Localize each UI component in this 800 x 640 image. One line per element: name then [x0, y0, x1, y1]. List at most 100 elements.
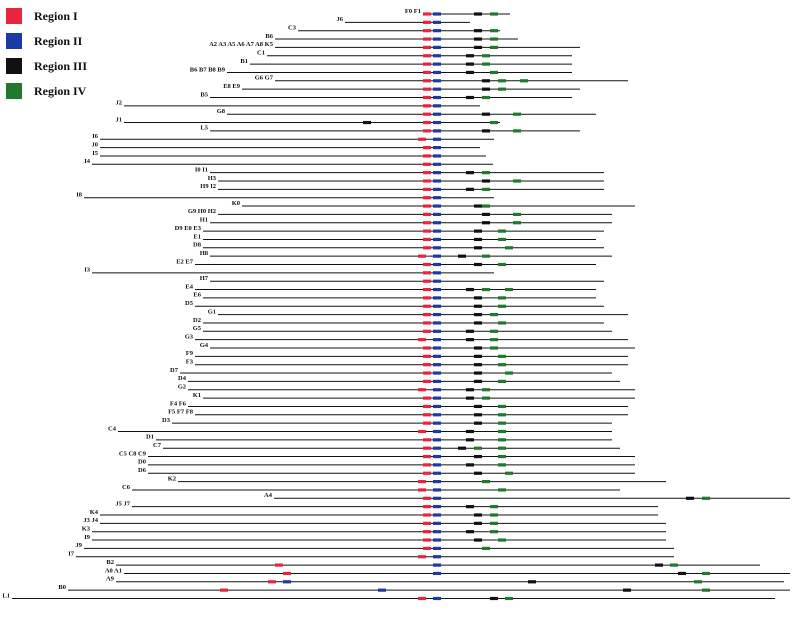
sequence-row: K2: [168, 475, 666, 484]
region-ii-block: [433, 354, 441, 358]
region-ii-block: [433, 262, 441, 267]
sequence-row: J1: [116, 116, 500, 125]
region-ii-block: [433, 530, 441, 534]
region-iii-block: [458, 254, 466, 258]
sequence-row: G9 H0 H2: [188, 208, 612, 216]
sequence-row: J5 J7: [115, 500, 658, 509]
region-i-block: [423, 187, 431, 191]
region-iv-block: [498, 321, 506, 325]
region-i-block: [423, 371, 431, 375]
region-ii-block: [433, 429, 441, 434]
sequence-label: C7: [153, 442, 162, 449]
region-iii-block: [474, 296, 482, 300]
region-ii-block: [433, 246, 441, 250]
region-ii-block: [433, 371, 441, 375]
sequence-label: A4: [264, 492, 273, 499]
sequence-row: D1: [146, 434, 612, 442]
region-iv-block: [498, 304, 506, 308]
sequence-label: G5: [193, 325, 202, 332]
sequence-row: D0: [138, 459, 635, 467]
region-iii-block: [474, 379, 482, 383]
region-iv-block: [490, 70, 498, 75]
region-iv-block: [474, 446, 482, 450]
region-ii-block: [433, 12, 441, 16]
region-i-block: [423, 354, 431, 358]
region-i-block: [423, 538, 431, 542]
sequence-row: E6: [193, 292, 596, 300]
region-iv-block: [498, 363, 506, 367]
region-iii-block: [466, 171, 474, 175]
sequence-label: G1: [208, 308, 216, 315]
sequence-label: G4: [200, 342, 209, 349]
region-ii-block: [433, 129, 441, 133]
region-iv-block: [702, 588, 710, 592]
sequence-row: D4: [178, 375, 620, 383]
sequence-row: A4: [264, 492, 790, 500]
region-iii-block: [474, 313, 482, 317]
region-i-block: [423, 505, 431, 509]
sequence-row: E8 E9: [223, 83, 580, 91]
region-iv-block: [490, 329, 498, 333]
region-iv-block: [513, 221, 521, 225]
region-iii-block: [482, 212, 490, 216]
region-i-block: [423, 496, 431, 500]
region-ii-block: [433, 546, 441, 550]
region-iv-block: [482, 204, 490, 208]
region-ii-block: [433, 338, 441, 342]
region-iii-block: [474, 246, 482, 250]
region-i-block: [423, 262, 431, 267]
sequence-label: E6: [193, 292, 201, 299]
sequence-label: L1: [2, 592, 10, 599]
region-i-block: [423, 329, 431, 333]
region-i-block: [418, 488, 426, 492]
sequence-row: K0: [232, 200, 635, 208]
region-iii-block: [474, 229, 482, 233]
region-ii-block: [433, 346, 441, 350]
region-iv-block: [482, 546, 490, 550]
region-iv-block: [482, 187, 490, 191]
region-i-block: [418, 596, 426, 601]
region-iii-block: [466, 388, 474, 392]
legend-swatch-region-1: [6, 8, 22, 24]
sequence-row: D3: [162, 417, 612, 425]
sequence-label: C6: [122, 484, 131, 491]
region-iii-block: [466, 429, 474, 434]
legend-swatch-region-3: [6, 58, 22, 74]
sequence-label: G8: [217, 108, 226, 115]
region-iii-block: [466, 338, 474, 342]
sequence-row: G6 G7: [255, 75, 628, 83]
sequence-row: J6: [337, 16, 470, 24]
region-i-block: [423, 396, 431, 400]
region-iv-block: [498, 429, 506, 434]
region-i-block: [423, 70, 431, 75]
sequence-label: K4: [90, 509, 99, 516]
region-iv-block: [498, 262, 506, 267]
sequence-row: D6: [138, 467, 635, 475]
region-iii-block: [474, 237, 482, 242]
region-i-block: [423, 62, 431, 66]
sequence-row: C5 C8 C9: [119, 450, 635, 459]
region-ii-block: [433, 279, 441, 283]
sequence-label: A9: [106, 576, 115, 583]
legend-swatch-region-4: [6, 83, 22, 99]
region-ii-block: [433, 413, 441, 417]
region-ii-block: [433, 304, 441, 308]
region-i-block: [423, 212, 431, 216]
region-iv-block: [513, 179, 521, 183]
sequence-label: F5 F7 F8: [168, 409, 194, 416]
region-ii-block: [433, 112, 441, 116]
region-iv-block: [694, 580, 702, 584]
region-iii-block: [482, 79, 490, 83]
region-i-block: [423, 463, 431, 467]
region-i-block: [423, 279, 431, 283]
region-iv-block: [490, 513, 498, 517]
sequence-row: K4: [90, 509, 658, 517]
region-i-block: [423, 521, 431, 525]
region-i-block: [418, 254, 426, 258]
sequence-row: G2: [178, 384, 635, 392]
sequence-row: C1: [257, 50, 572, 58]
region-i-block: [423, 321, 431, 325]
region-iv-block: [498, 296, 506, 300]
sequence-row: H7: [200, 275, 604, 283]
sequence-label: H8: [200, 250, 209, 257]
